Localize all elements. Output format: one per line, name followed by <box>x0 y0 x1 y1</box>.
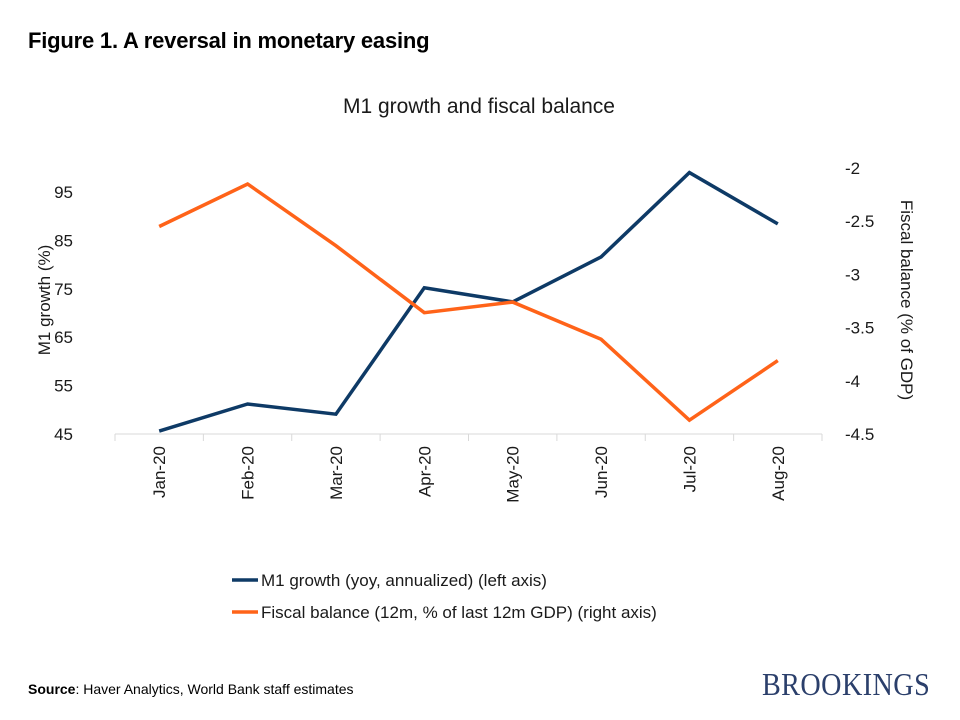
x-tick-label: Jan-20 <box>150 446 169 498</box>
source-label: Source <box>28 681 76 697</box>
x-tick-label: Feb-20 <box>239 446 258 500</box>
source-note: Source: Haver Analytics, World Bank staf… <box>28 681 354 697</box>
legend-label: Fiscal balance (12m, % of last 12m GDP) … <box>261 603 657 622</box>
y-right-tick-label: -4 <box>845 372 860 391</box>
y-left-tick-label: 95 <box>54 183 73 202</box>
legend-label: M1 growth (yoy, annualized) (left axis) <box>261 571 547 590</box>
brookings-logo: BROOKINGS <box>761 666 930 702</box>
x-tick-label: Mar-20 <box>327 446 346 500</box>
x-tick-label: Jun-20 <box>592 446 611 498</box>
source-text: : Haver Analytics, World Bank staff esti… <box>75 681 354 697</box>
x-tick-label: Jul-20 <box>680 446 699 492</box>
fiscal-balance-line <box>158 181 779 423</box>
figure-title: Figure 1. A reversal in monetary easing <box>28 28 430 53</box>
y-right-tick-label: -2.5 <box>845 212 874 231</box>
y-right-tick-label: -3 <box>845 265 860 284</box>
y-left-tick-label: 65 <box>54 328 73 347</box>
y-left-axis-title: M1 growth (%) <box>35 245 54 356</box>
x-tick-label: May-20 <box>504 446 523 503</box>
x-tick-label: Apr-20 <box>415 446 434 497</box>
x-tick-label: Aug-20 <box>769 446 788 501</box>
y-left-tick-label: 55 <box>54 377 73 396</box>
y-right-tick-label: -3.5 <box>845 319 874 338</box>
y-left-tick-label: 75 <box>54 280 73 299</box>
chart-title: M1 growth and fiscal balance <box>343 95 615 118</box>
m1-growth-line <box>158 170 779 433</box>
y-left-tick-label: 85 <box>54 231 73 250</box>
y-left-tick-label: 45 <box>54 425 73 444</box>
y-right-tick-label: -2 <box>845 159 860 178</box>
y-right-axis-title: Fiscal balance (% of GDP) <box>897 200 916 400</box>
y-right-tick-label: -4.5 <box>845 425 874 444</box>
